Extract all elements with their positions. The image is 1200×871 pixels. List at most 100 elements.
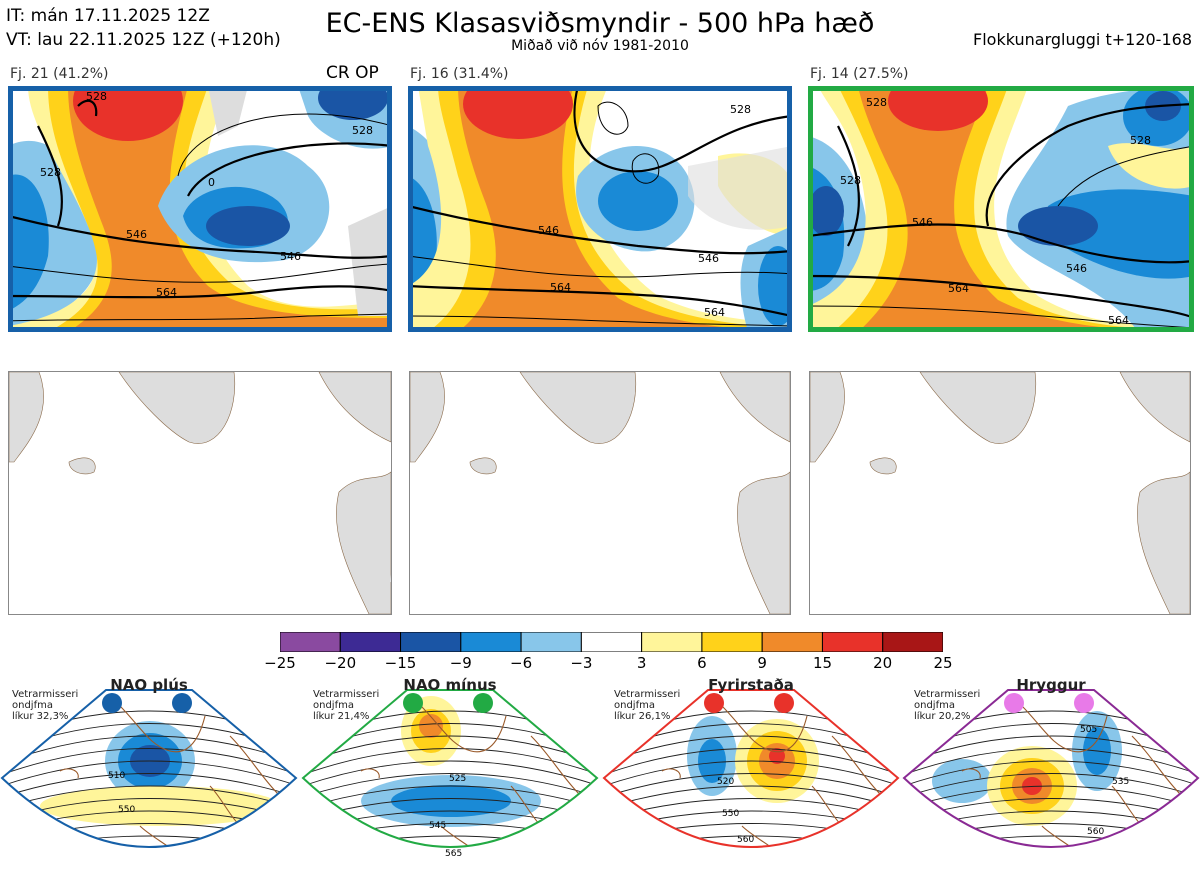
regime-contour-label: 510 xyxy=(108,771,125,781)
regime-contour-label: 550 xyxy=(722,809,739,819)
regime-contour-label: 560 xyxy=(1087,827,1104,837)
regime-note: Vetrarmisseri ondjfma líkur 21,4% xyxy=(313,689,379,722)
colorbar-bin xyxy=(701,631,763,653)
base-map-1 xyxy=(8,371,392,615)
regime-marker-dot xyxy=(774,693,794,713)
cluster-map-1: 528 546 564 546 528 0 528 xyxy=(8,86,392,332)
colorbar-tick-label: 9 xyxy=(757,654,767,672)
regime-note-line: líkur 26,1% xyxy=(614,711,671,722)
contour-label: 528 xyxy=(840,174,861,187)
contour-label: 528 xyxy=(86,90,107,103)
contour-label: 564 xyxy=(550,281,571,294)
contour-label: 546 xyxy=(280,250,301,263)
regime-contour-label: 535 xyxy=(1112,777,1129,787)
colorbar-bin xyxy=(520,631,582,653)
regime-note-line: ondjfma xyxy=(914,700,955,711)
regime-note-line: Vetrarmisseri xyxy=(12,689,79,700)
regime-contour-label: 560 xyxy=(737,835,754,845)
regime-contour-label: 550 xyxy=(118,805,135,815)
regime-marker-dot xyxy=(403,693,423,713)
regime-note-line: líkur 20,2% xyxy=(914,711,971,722)
base-map-2 xyxy=(409,371,791,615)
contour-label: 546 xyxy=(1066,262,1087,275)
colorbar xyxy=(279,631,944,653)
cluster-window: Flokkunargluggi t+120-168 xyxy=(973,30,1192,49)
regime-contour-label: 525 xyxy=(449,774,466,784)
issue-time: IT: mán 17.11.2025 12Z xyxy=(6,6,210,26)
regime-marker-dot xyxy=(704,693,724,713)
regime-contour-label: 545 xyxy=(429,821,446,831)
regime-note-line: Vetrarmisseri xyxy=(914,689,981,700)
colorbar-tick-label: 3 xyxy=(636,654,647,672)
regime-marker-dot xyxy=(1004,693,1024,713)
regime-panel: 525 545 565 NAO mínus Vetrarmisseri ondjfma lí… xyxy=(301,676,599,871)
regime-note-line: ondjfma xyxy=(313,700,354,711)
colorbar-tick-label: −6 xyxy=(510,654,533,672)
contour-label: 528 xyxy=(866,96,887,109)
cluster-map-2: 546 564 564 528 546 xyxy=(408,86,792,332)
colorbar-tick-label: −20 xyxy=(324,654,357,672)
regime-panel: 505 535 560 Hryggur Vetrarmisseri ondjfma líku… xyxy=(902,676,1200,871)
colorbar-labels: −25 −20 −15 −9 −6 −3 3 6 9 15 20 25 xyxy=(260,654,963,674)
header-times: IT: mán 17.11.2025 12Z VT: lau 22.11.202… xyxy=(6,4,281,52)
regime-contour-label: 505 xyxy=(1080,725,1097,735)
colorbar-tick-label: −9 xyxy=(449,654,472,672)
regime-note-line: líkur 21,4% xyxy=(313,711,370,722)
regime-panel: 510 550 NAO plús Vetrarmisseri ondjfma líkur … xyxy=(0,676,298,871)
regime-note-line: Vetrarmisseri xyxy=(614,689,681,700)
contour-label: 546 xyxy=(538,224,559,237)
page-title: EC-ENS Klasasviðsmyndir - 500 hPa hæð xyxy=(325,8,875,39)
regime-contour-label: 520 xyxy=(717,777,734,787)
regime-title: NAO plús xyxy=(110,676,188,694)
colorbar-tick-label: 25 xyxy=(933,654,953,672)
colorbar-bin xyxy=(400,631,462,653)
regime-marker-dot xyxy=(102,693,122,713)
contour-label: 528 xyxy=(40,166,61,179)
contour-label: 564 xyxy=(948,282,969,295)
regime-marker-dot xyxy=(1074,693,1094,713)
regime-note: Vetrarmisseri ondjfma líkur 26,1% xyxy=(614,689,680,722)
contour-label: 0 xyxy=(208,176,215,189)
colorbar-tick-label: 6 xyxy=(697,654,707,672)
contour-label: 564 xyxy=(704,306,725,319)
regime-panel: 520 550 560 Fyrirstaða Vetrarmisseri ondjfma l… xyxy=(602,676,900,871)
cluster-3-label: Fj. 14 (27.5%) xyxy=(810,66,909,82)
regime-title: NAO mínus xyxy=(403,676,497,694)
colorbar-tick-label: −3 xyxy=(570,654,593,672)
contour-label: 528 xyxy=(730,103,751,116)
regime-note-line: ondjfma xyxy=(12,700,53,711)
cluster-1-label: Fj. 21 (41.2%) xyxy=(10,66,109,82)
regime-note: Vetrarmisseri ondjfma líkur 20,2% xyxy=(914,689,980,722)
climatology-subtitle: Miðað við nóv 1981-2010 xyxy=(511,38,689,54)
colorbar-bin xyxy=(882,631,944,653)
contour-label: 546 xyxy=(126,228,147,241)
contour-label: 528 xyxy=(1130,134,1151,147)
regime-note: Vetrarmisseri ondjfma líkur 32,3% xyxy=(12,689,78,722)
colorbar-bin xyxy=(821,631,884,653)
regime-marker-dot xyxy=(473,693,493,713)
cluster-2-label: Fj. 16 (31.4%) xyxy=(410,66,509,82)
colorbar-bin xyxy=(641,631,703,653)
colorbar-bin xyxy=(761,631,823,653)
regime-title: Hryggur xyxy=(1016,676,1086,694)
regime-note-line: Vetrarmisseri xyxy=(313,689,380,700)
colorbar-tick-label: −25 xyxy=(264,654,296,672)
contour-label: 528 xyxy=(352,124,373,137)
colorbar-bin xyxy=(460,631,522,653)
regimes-row: 510 550 NAO plús Vetrarmisseri ondjfma líkur … xyxy=(0,676,1200,871)
contour-label: 546 xyxy=(912,216,933,229)
colorbar-tick-label: −15 xyxy=(384,654,417,672)
contour-label: 546 xyxy=(698,252,719,265)
cluster-map-3: 546 564 546 564 528 528 528 xyxy=(808,86,1194,332)
regime-contour-label: 565 xyxy=(445,849,462,859)
colorbar-bin xyxy=(580,631,643,653)
regime-title: Fyrirstaða xyxy=(708,676,794,694)
colorbar-bin xyxy=(339,631,402,653)
base-map-3 xyxy=(809,371,1191,615)
regime-marker-dot xyxy=(172,693,192,713)
colorbar-tick-label: 15 xyxy=(812,654,833,672)
contour-label: 564 xyxy=(156,286,177,299)
valid-time: VT: lau 22.11.2025 12Z (+120h) xyxy=(6,30,281,50)
cluster-1-tag: CR OP xyxy=(326,63,379,83)
regime-note-line: ondjfma xyxy=(614,700,655,711)
